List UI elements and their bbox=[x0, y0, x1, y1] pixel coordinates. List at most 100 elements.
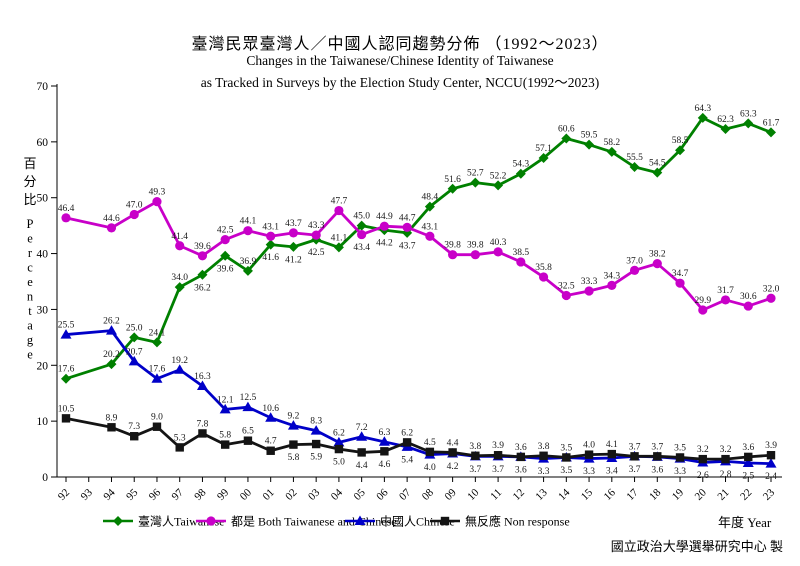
point-label-taiwanese: 54.3 bbox=[513, 160, 530, 170]
square-marker bbox=[152, 422, 162, 431]
x-tick-label: 07 bbox=[397, 486, 414, 503]
diamond-marker bbox=[766, 127, 776, 138]
y-axis-title-en: n bbox=[27, 290, 34, 304]
square-marker bbox=[357, 448, 366, 457]
point-label-nonresponse: 3.2 bbox=[697, 445, 709, 455]
y-axis-title-zh: 比 bbox=[23, 192, 36, 207]
point-label-both: 46.4 bbox=[58, 204, 75, 214]
x-tick-label: 13 bbox=[533, 486, 550, 503]
point-label-chinese: 3.3 bbox=[583, 467, 595, 477]
square-marker bbox=[440, 516, 450, 526]
circle-marker bbox=[61, 213, 71, 223]
circle-marker bbox=[698, 305, 708, 315]
legend-label-nonresponse: 無反應 Non response bbox=[465, 514, 570, 529]
diamond-marker bbox=[242, 265, 253, 276]
circle-marker bbox=[720, 295, 731, 305]
circle-marker bbox=[493, 247, 503, 257]
point-label-taiwanese: 63.3 bbox=[740, 109, 757, 119]
x-tick-label: 22 bbox=[738, 487, 754, 503]
x-tick-label: 14 bbox=[556, 486, 573, 503]
point-label-chinese: 6.2 bbox=[333, 428, 345, 438]
point-label-both: 39.8 bbox=[467, 241, 484, 251]
point-label-both: 39.6 bbox=[194, 242, 211, 252]
x-tick-label: 17 bbox=[624, 486, 641, 503]
x-tick-label: 95 bbox=[124, 486, 141, 503]
point-label-both: 33.3 bbox=[581, 277, 598, 287]
point-label-chinese: 26.2 bbox=[103, 317, 120, 327]
point-label-taiwanese: 41.6 bbox=[262, 253, 279, 263]
triangle-marker bbox=[174, 364, 186, 374]
x-tick-label: 18 bbox=[647, 486, 664, 503]
square-marker bbox=[721, 454, 730, 464]
circle-marker bbox=[675, 278, 685, 288]
square-marker bbox=[61, 414, 71, 423]
square-marker bbox=[266, 446, 275, 455]
point-label-nonresponse: 8.9 bbox=[106, 413, 118, 423]
diamond-marker bbox=[743, 118, 754, 129]
y-tick-label: 60 bbox=[37, 137, 49, 149]
point-label-chinese: 17.6 bbox=[149, 365, 166, 375]
point-label-both: 32.5 bbox=[558, 281, 575, 291]
diamond-marker bbox=[584, 139, 595, 150]
point-label-nonresponse: 3.6 bbox=[515, 443, 527, 453]
triangle-marker bbox=[151, 373, 163, 383]
point-label-both: 31.7 bbox=[717, 286, 734, 296]
x-tick-label: 98 bbox=[192, 486, 209, 503]
point-label-both: 47.0 bbox=[126, 200, 143, 210]
point-label-nonresponse: 10.5 bbox=[58, 404, 75, 414]
circle-marker bbox=[152, 197, 162, 207]
point-label-nonresponse: 3.6 bbox=[742, 443, 754, 453]
point-label-nonresponse: 7.3 bbox=[128, 422, 140, 432]
square-marker bbox=[334, 444, 344, 454]
point-label-chinese: 10.6 bbox=[262, 404, 279, 414]
diamond-marker bbox=[538, 153, 549, 164]
square-marker bbox=[584, 450, 594, 459]
point-label-both: 40.3 bbox=[490, 238, 507, 248]
circle-marker bbox=[311, 230, 321, 240]
point-label-chinese: 25.5 bbox=[58, 321, 75, 331]
circle-marker bbox=[425, 231, 435, 241]
point-label-nonresponse: 7.8 bbox=[197, 419, 209, 429]
square-marker bbox=[766, 451, 776, 460]
square-marker bbox=[380, 447, 389, 456]
y-axis-title-en: e bbox=[27, 275, 33, 289]
y-tick-label: 30 bbox=[37, 304, 49, 316]
point-label-both: 43.7 bbox=[285, 219, 302, 229]
square-marker bbox=[175, 443, 184, 452]
point-label-chinese: 3.5 bbox=[560, 466, 572, 476]
point-label-taiwanese: 60.6 bbox=[558, 125, 575, 135]
circle-marker bbox=[402, 222, 412, 232]
point-label-nonresponse: 4.5 bbox=[424, 438, 436, 448]
chart-title-en1: Changes in the Taiwanese/Chinese Identit… bbox=[246, 53, 554, 68]
circle-marker bbox=[357, 229, 367, 240]
triangle-marker bbox=[354, 515, 366, 525]
triangle-marker bbox=[310, 425, 322, 435]
point-label-taiwanese: 52.7 bbox=[467, 169, 484, 179]
triangle-marker bbox=[287, 420, 299, 430]
point-label-chinese: 2.8 bbox=[720, 470, 732, 480]
y-tick-label: 0 bbox=[42, 472, 48, 484]
point-label-taiwanese: 45.0 bbox=[353, 212, 370, 222]
point-label-chinese: 7.2 bbox=[356, 423, 368, 433]
circle-marker bbox=[334, 205, 344, 216]
square-marker bbox=[471, 451, 480, 460]
circle-marker bbox=[129, 209, 139, 220]
point-label-taiwanese: 61.7 bbox=[763, 118, 780, 128]
legend-label-chinese: 中國人Chinese bbox=[380, 514, 455, 529]
point-label-chinese: 3.4 bbox=[606, 467, 618, 477]
point-label-chinese: 3.7 bbox=[492, 465, 504, 475]
point-label-taiwanese: 51.6 bbox=[444, 175, 461, 185]
circle-marker bbox=[379, 221, 389, 231]
point-label-chinese: 4.0 bbox=[424, 463, 436, 473]
square-marker bbox=[630, 452, 639, 461]
point-label-taiwanese: 54.5 bbox=[649, 159, 666, 169]
point-label-chinese: 9.2 bbox=[287, 412, 299, 422]
point-label-both: 30.6 bbox=[740, 292, 757, 302]
y-axis-title-zh: 分 bbox=[23, 174, 36, 189]
point-label-both: 49.3 bbox=[149, 188, 166, 198]
diamond-marker bbox=[447, 183, 458, 194]
point-label-nonresponse: 9.0 bbox=[151, 413, 163, 423]
point-label-nonresponse: 3.2 bbox=[720, 445, 732, 455]
circle-marker bbox=[288, 228, 299, 238]
